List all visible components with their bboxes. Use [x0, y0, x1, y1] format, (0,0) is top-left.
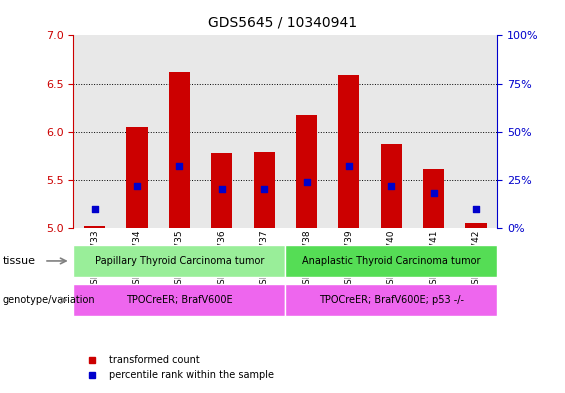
Bar [412, 35, 455, 228]
Bar [211, 153, 232, 228]
Text: GDS5645 / 10340941: GDS5645 / 10340941 [208, 16, 357, 30]
Text: Papillary Thyroid Carcinoma tumor: Papillary Thyroid Carcinoma tumor [95, 256, 264, 266]
Bar [370, 35, 412, 228]
Point [175, 163, 184, 169]
Point [217, 186, 226, 193]
Bar [84, 226, 105, 228]
Bar [455, 35, 497, 228]
Legend: transformed count, percentile rank within the sample: transformed count, percentile rank withi… [79, 352, 279, 384]
Point [132, 182, 141, 189]
Point [302, 178, 311, 185]
Bar [201, 35, 243, 228]
Point [471, 206, 480, 212]
Bar [381, 144, 402, 228]
Bar [254, 152, 275, 228]
Text: TPOCreER; BrafV600E: TPOCreER; BrafV600E [126, 295, 233, 305]
Point [90, 206, 99, 212]
Bar [285, 35, 328, 228]
Bar [423, 169, 444, 228]
Point [344, 163, 354, 169]
Point [429, 190, 438, 196]
Bar [73, 35, 116, 228]
Point [259, 186, 269, 193]
Text: TPOCreER; BrafV600E; p53 -/-: TPOCreER; BrafV600E; p53 -/- [319, 295, 464, 305]
Bar [328, 35, 370, 228]
Bar [158, 35, 201, 228]
Bar [116, 35, 158, 228]
Bar [169, 72, 190, 228]
Point [386, 182, 396, 189]
Bar [338, 75, 359, 228]
Text: genotype/variation: genotype/variation [3, 295, 95, 305]
Text: tissue: tissue [3, 256, 36, 266]
Bar [243, 35, 285, 228]
Text: Anaplastic Thyroid Carcinoma tumor: Anaplastic Thyroid Carcinoma tumor [302, 256, 480, 266]
Bar [127, 127, 147, 228]
Bar [296, 115, 317, 228]
Bar [466, 223, 486, 228]
